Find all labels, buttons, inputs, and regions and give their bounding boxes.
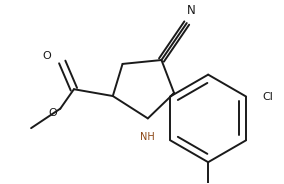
Text: O: O (48, 108, 57, 118)
Text: Cl: Cl (263, 92, 273, 102)
Text: O: O (42, 51, 51, 61)
Text: N: N (187, 4, 196, 17)
Text: NH: NH (141, 132, 155, 142)
